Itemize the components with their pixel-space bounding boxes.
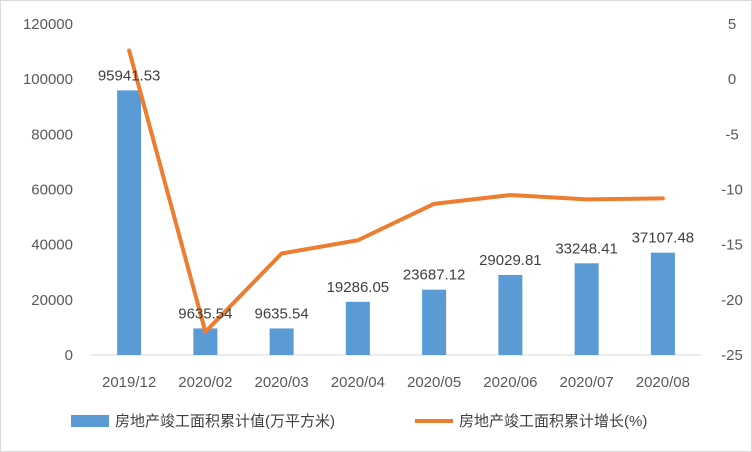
- right-tick-label: -25: [721, 347, 743, 364]
- legend: 房地产竣工面积累计值(万平方米) 房地产竣工面积累计增长(%): [71, 413, 647, 430]
- left-tick-label: 80000: [31, 126, 73, 143]
- bar-data-label: 33248.41: [555, 240, 618, 257]
- right-axis-ticks: -25 -20 -15 -10 -5 0 5: [721, 16, 743, 364]
- bar-data-label: 19286.05: [327, 279, 390, 296]
- x-tick-label: 2020/06: [483, 374, 537, 391]
- bar-2020-08: [650, 252, 675, 355]
- x-tick-label: 2020/05: [407, 374, 461, 391]
- legend-bar-label: 房地产竣工面积累计值(万平方米): [115, 413, 335, 430]
- right-tick-label: 5: [728, 16, 736, 33]
- legend-line-label: 房地产竣工面积累计增长(%): [459, 413, 647, 430]
- growth-polyline: [127, 48, 665, 334]
- bar-2020-03: [269, 328, 294, 355]
- left-tick-label: 20000: [31, 292, 73, 309]
- data-labels: 95941.53 9635.54 9635.54 19286.05 23687.12 29…: [98, 67, 694, 322]
- bar-data-label: 95941.53: [98, 67, 161, 84]
- right-tick-label: 0: [728, 71, 736, 88]
- bar-2020-04: [345, 301, 370, 355]
- bar-data-label: 37107.48: [632, 230, 695, 247]
- x-tick-label: 2020/07: [560, 374, 614, 391]
- x-tick-label: 2020/04: [331, 374, 385, 391]
- bar-2020-06: [498, 274, 523, 355]
- right-tick-label: -5: [725, 126, 738, 143]
- bar-data-label: 9635.54: [178, 305, 232, 322]
- x-tick-label: 2020/02: [178, 374, 232, 391]
- bar-2020-05: [422, 289, 447, 355]
- right-tick-label: -10: [721, 182, 743, 199]
- bar-data-label: 9635.54: [255, 305, 309, 322]
- left-tick-label: 0: [65, 347, 73, 364]
- left-tick-label: 60000: [31, 182, 73, 199]
- left-tick-label: 120000: [23, 16, 73, 33]
- legend-bar-swatch: [71, 415, 109, 427]
- bar-data-label: 29029.81: [479, 252, 542, 269]
- x-tick-label: 2020/03: [255, 374, 309, 391]
- left-tick-label: 100000: [23, 71, 73, 88]
- bar-data-label: 23687.12: [403, 267, 466, 284]
- bar-2020-07: [574, 263, 599, 355]
- bar-2019-12: [117, 90, 142, 356]
- right-tick-label: -15: [721, 237, 743, 254]
- x-axis-ticks: 2019/12 2020/02 2020/03 2020/04 2020/05 2020/…: [102, 374, 690, 391]
- growth-line: [127, 48, 665, 334]
- x-tick-label: 2020/08: [636, 374, 690, 391]
- x-tick-label: 2019/12: [102, 374, 156, 391]
- right-tick-label: -20: [721, 292, 743, 309]
- left-tick-label: 40000: [31, 237, 73, 254]
- left-axis-ticks: 0 20000 40000 60000 80000 100000 120000: [23, 16, 73, 364]
